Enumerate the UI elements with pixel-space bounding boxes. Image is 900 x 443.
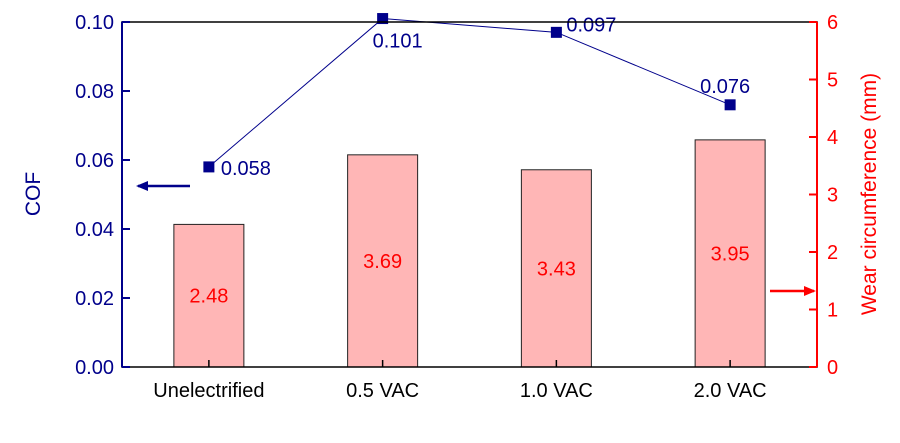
right-tick-label: 5 bbox=[827, 70, 838, 92]
right-tick-label: 1 bbox=[827, 300, 838, 322]
left-tick-label: 0.10 bbox=[75, 12, 114, 34]
category-label: 0.5 VAC bbox=[346, 380, 419, 402]
wear-bar bbox=[520, 169, 592, 368]
cof-point-marker bbox=[203, 161, 215, 173]
cof-point-label: 0.076 bbox=[700, 76, 750, 98]
right-tick-label: 4 bbox=[827, 127, 838, 149]
right-tick-label: 6 bbox=[827, 12, 838, 34]
right-tick-label: 3 bbox=[827, 185, 838, 207]
wear-bar-value-label: 3.43 bbox=[537, 258, 576, 280]
cof-point-label: 0.101 bbox=[373, 31, 423, 53]
left-tick-label: 0.02 bbox=[75, 288, 114, 310]
category-label: 1.0 VAC bbox=[520, 380, 593, 402]
cof-point-marker bbox=[724, 99, 736, 111]
wear-bar-value-label: 2.48 bbox=[189, 286, 228, 308]
cof-line-series: 0.058 0.101 0.097 0.076 bbox=[203, 13, 750, 180]
right-tick-label: 0 bbox=[827, 357, 838, 379]
right-tick-label: 2 bbox=[827, 242, 838, 264]
left-axis-ticks: 0.00 0.02 0.04 0.06 0.08 0.10 bbox=[75, 12, 130, 379]
cof-point-marker bbox=[377, 13, 389, 25]
wear-bar-value-label: 3.69 bbox=[363, 251, 402, 273]
cof-point-label: 0.097 bbox=[566, 14, 616, 36]
cof-point-label: 0.058 bbox=[221, 158, 271, 180]
category-label: 2.0 VAC bbox=[694, 380, 767, 402]
cof-line bbox=[208, 18, 731, 168]
right-axis-title: Wear circumference (mm) bbox=[858, 73, 881, 315]
left-tick-label: 0.00 bbox=[75, 357, 114, 379]
right-axis-ticks: 0 1 2 3 4 5 6 bbox=[809, 12, 838, 379]
left-axis-title: COF bbox=[22, 172, 45, 216]
left-tick-label: 0.04 bbox=[75, 219, 114, 241]
wear-bar-value-label: 3.95 bbox=[711, 243, 750, 265]
left-tick-label: 0.06 bbox=[75, 150, 114, 172]
wear-bar bbox=[694, 139, 766, 368]
cof-point-marker bbox=[550, 26, 562, 38]
wear-bar bbox=[173, 223, 245, 368]
category-labels: Unelectrified 0.5 VAC 1.0 VAC 2.0 VAC bbox=[153, 360, 767, 402]
wear-bars: 2.48 3.69 3.43 3.95 bbox=[173, 139, 766, 368]
left-tick-label: 0.08 bbox=[75, 81, 114, 103]
category-label: Unelectrified bbox=[153, 380, 264, 402]
